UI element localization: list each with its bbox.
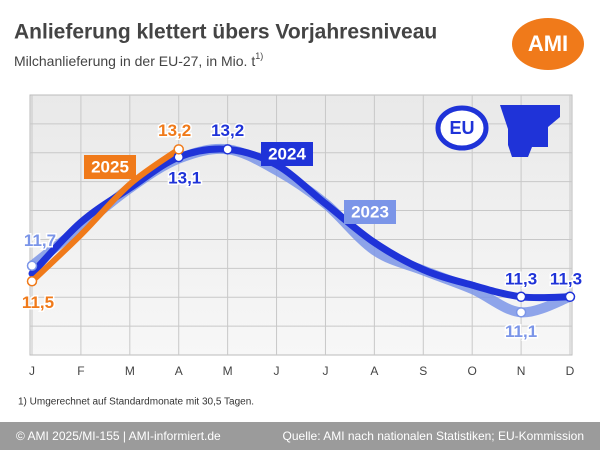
point-marker bbox=[173, 144, 184, 155]
x-tick-label: O bbox=[468, 364, 477, 378]
point-marker bbox=[26, 276, 38, 287]
point-marker bbox=[222, 144, 233, 155]
x-tick-label: N bbox=[517, 364, 526, 378]
badge: EU bbox=[449, 118, 474, 138]
x-tick-label: M bbox=[125, 364, 135, 378]
x-tick-label: J bbox=[274, 364, 280, 378]
data-label: 11,1 bbox=[505, 322, 537, 341]
data-label: 11,5 bbox=[22, 293, 54, 312]
legend-label: 2023 bbox=[351, 202, 389, 221]
x-tick-label: A bbox=[175, 364, 183, 378]
data-label: 13,2 bbox=[211, 121, 244, 140]
legend-label: 2025 bbox=[91, 157, 129, 176]
logo-shape bbox=[512, 18, 584, 70]
data-label: 11,3 bbox=[505, 269, 537, 288]
x-tick-label: S bbox=[419, 364, 427, 378]
data-label: 11,7 bbox=[24, 231, 56, 250]
data-label: 13,2 bbox=[158, 121, 191, 140]
legend-box bbox=[84, 155, 136, 179]
logo: AMI bbox=[528, 31, 568, 56]
x-tick-label: D bbox=[566, 364, 575, 378]
x-tick-label: M bbox=[223, 364, 233, 378]
series-line bbox=[29, 146, 182, 285]
footer bbox=[0, 422, 600, 450]
data-label: 13,1 bbox=[168, 169, 201, 188]
legend-label: 2024 bbox=[268, 144, 306, 163]
point-marker bbox=[564, 291, 576, 303]
x-tick-label: A bbox=[370, 364, 378, 378]
chart-subtitle: Milchanlieferung in der EU-27, in Mio. t… bbox=[14, 51, 263, 68]
plot-area bbox=[29, 94, 573, 356]
x-tick-label: F bbox=[77, 364, 84, 378]
x-tick-label: J bbox=[322, 364, 328, 378]
badge-shape bbox=[435, 105, 489, 151]
footer-left: © AMI 2025/MI-155 | AMI-informiert.de bbox=[16, 429, 221, 443]
data-label: 11,3 bbox=[550, 269, 582, 288]
point-marker bbox=[26, 260, 38, 271]
chart-title: Anlieferung klettert übers Vorjahresnive… bbox=[14, 21, 437, 44]
footnote: 1) Umgerechnet auf Standardmonate mit 30… bbox=[18, 397, 254, 408]
point-marker bbox=[515, 291, 527, 303]
footer-right: Quelle: AMI nach nationalen Statistiken;… bbox=[283, 429, 584, 443]
legend-box bbox=[344, 200, 396, 224]
milk-icon bbox=[500, 105, 560, 157]
legend-box bbox=[261, 142, 313, 166]
x-tick-label: J bbox=[29, 364, 35, 378]
point-marker bbox=[515, 307, 527, 318]
